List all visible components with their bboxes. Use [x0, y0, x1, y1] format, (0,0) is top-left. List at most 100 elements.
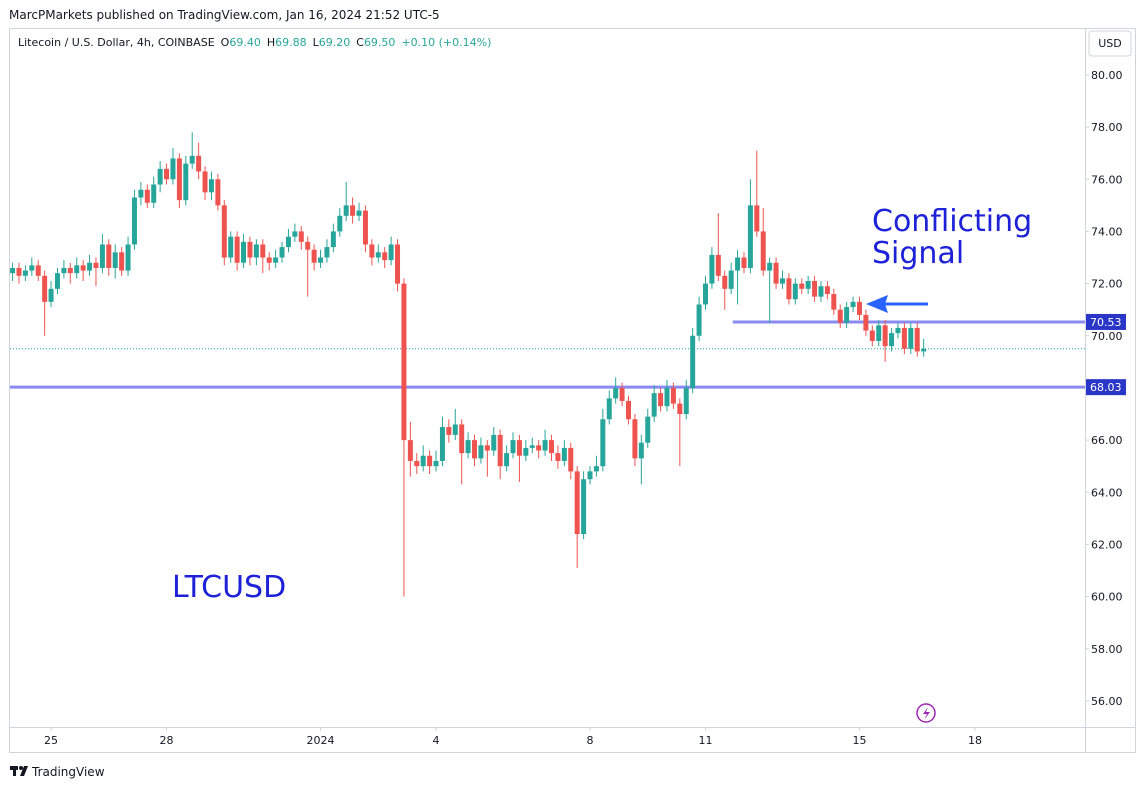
price-label-bg	[1086, 313, 1126, 330]
y-tick-label: 66.00	[1091, 434, 1123, 447]
brand-name: TradingView	[31, 765, 105, 779]
candle-body	[215, 179, 221, 206]
annotation: LTCUSD	[172, 570, 286, 605]
candle-body	[99, 244, 105, 268]
candle-body	[581, 479, 587, 534]
candle-body	[324, 247, 330, 258]
candle-body	[87, 262, 93, 271]
candle-body	[837, 309, 843, 323]
candle-body	[234, 236, 240, 263]
candle-body	[80, 265, 86, 271]
x-tick-label: 8	[587, 734, 594, 747]
candle-body	[472, 440, 478, 459]
candle-body	[831, 294, 837, 310]
candle-body	[882, 325, 888, 347]
candle-body	[189, 155, 195, 164]
event-icon-bolt	[923, 707, 930, 720]
candle-body	[844, 307, 850, 323]
candle-body	[279, 247, 285, 258]
candle-body	[812, 280, 818, 297]
candle-body	[465, 440, 471, 454]
candle-body	[747, 205, 753, 268]
candle-body	[767, 262, 773, 271]
event-icon[interactable]	[916, 703, 936, 723]
candle-body	[273, 257, 279, 263]
candle-body	[799, 283, 805, 289]
candle-body	[869, 330, 875, 341]
candle-body	[491, 434, 497, 451]
legend-change: +0.10 (+0.14%)	[401, 36, 491, 49]
x-tick-label: 18	[968, 734, 982, 747]
candle-body	[818, 286, 824, 297]
candle-body	[542, 440, 548, 451]
candle-body	[856, 301, 862, 315]
candle-body	[452, 424, 458, 435]
candle-body	[574, 471, 580, 534]
candle-body	[93, 262, 99, 268]
candle-body	[850, 301, 856, 308]
chart-frame	[9, 28, 1136, 753]
candle-body	[529, 445, 535, 448]
candle-body	[208, 179, 214, 193]
candle-body	[536, 445, 542, 451]
candle-body	[889, 333, 895, 347]
candle-body	[253, 244, 259, 258]
candle-body	[792, 283, 798, 300]
candle-body	[632, 419, 638, 459]
candle-body	[921, 348, 927, 352]
candle-body	[305, 241, 311, 250]
symbol: Litecoin / U.S. Dollar, 4h, COINBASE	[18, 36, 215, 49]
candle-body	[561, 447, 567, 461]
currency-label[interactable]: USD	[1098, 37, 1122, 50]
candle-body	[407, 440, 413, 461]
currency-button[interactable]	[1088, 30, 1132, 57]
annotation: Signal	[872, 236, 964, 271]
candle-body	[613, 387, 619, 399]
price-label-bg	[1086, 379, 1126, 396]
candle-body	[523, 447, 529, 456]
candle-body	[343, 205, 349, 216]
candle-body	[176, 158, 182, 201]
candle-body	[164, 168, 170, 180]
x-tick-label: 28	[160, 734, 174, 747]
candle-body	[375, 252, 381, 258]
candle-body	[330, 231, 336, 248]
y-tick-label: 80.00	[1091, 69, 1123, 82]
candle-body	[549, 440, 555, 454]
candle-body	[202, 171, 208, 193]
candle-body	[401, 283, 407, 441]
candle-body	[196, 155, 202, 172]
publisher-line: MarcPMarkets published on TradingView.co…	[9, 8, 440, 22]
candle-body	[350, 205, 356, 216]
candle-body	[901, 327, 907, 349]
brand-logo	[10, 766, 28, 776]
candle-body	[908, 327, 914, 349]
candle-body	[459, 424, 465, 454]
candle-body	[863, 314, 869, 331]
candle-body	[895, 327, 901, 334]
annotation: Conflicting	[872, 204, 1032, 239]
candle-body	[484, 445, 490, 451]
candle-body	[876, 325, 882, 341]
candle-body	[369, 244, 375, 258]
candle-body	[433, 460, 439, 467]
legend-key: L	[313, 36, 320, 49]
candle-body	[247, 241, 253, 258]
candle-body	[555, 453, 561, 461]
candle-body	[702, 283, 708, 305]
y-tick-label: 70.00	[1091, 330, 1123, 343]
y-tick-label: 64.00	[1091, 486, 1123, 499]
x-tick-label: 4	[433, 734, 440, 747]
y-tick-label: 58.00	[1091, 643, 1123, 656]
candle-body	[48, 288, 54, 302]
candle-body	[619, 387, 625, 401]
candle-body	[606, 398, 612, 420]
legend-value: 69.20	[319, 36, 351, 49]
candle-body	[651, 393, 657, 417]
candle-body	[42, 275, 48, 302]
y-tick-label: 60.00	[1091, 591, 1123, 604]
candle-body	[754, 205, 760, 232]
price-label: 68.03	[1090, 381, 1122, 394]
candle-body	[318, 257, 324, 263]
